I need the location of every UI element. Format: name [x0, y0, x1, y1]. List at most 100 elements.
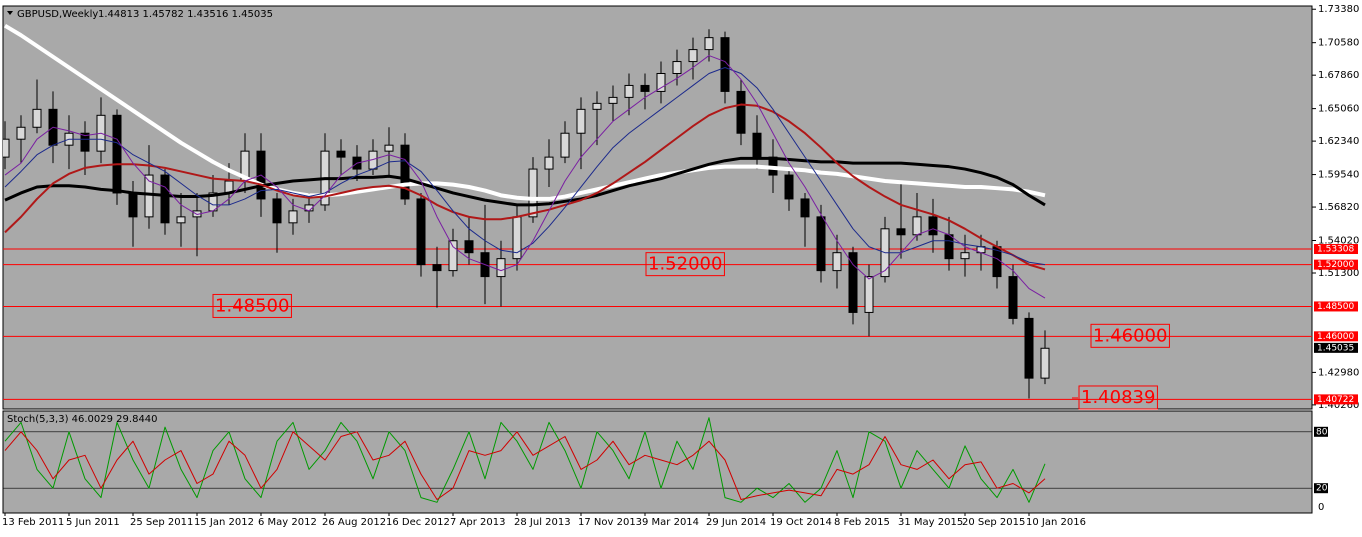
x-tick-label: 13 Feb 2011	[2, 517, 64, 528]
y-tick-label: 1.42980	[1318, 367, 1359, 378]
x-tick-label: 7 Apr 2013	[450, 517, 505, 528]
moving-average	[4, 156, 1046, 207]
x-tick-label: 6 May 2012	[258, 517, 317, 528]
x-tick-label: 25 Sep 2011	[130, 517, 193, 528]
x-tick-label: 19 Oct 2014	[770, 517, 832, 528]
candle-body	[160, 174, 170, 224]
x-tick-label: 5 Jun 2011	[66, 517, 120, 528]
candle-body	[432, 264, 442, 272]
y-tick-label: 1.40260	[1318, 400, 1359, 411]
x-tick-label: 31 May 2015	[898, 517, 963, 528]
level-price-label: 1.53308	[1317, 245, 1354, 255]
candle-body	[784, 174, 794, 200]
candle-body	[416, 198, 426, 266]
level-price-box	[1314, 394, 1358, 405]
candle-body	[112, 114, 122, 194]
x-tick-label: 16 Dec 2012	[386, 517, 450, 528]
moving-average	[4, 55, 1046, 299]
stoch-tick-label: 20	[1316, 484, 1328, 494]
overlay: 1.73380 1.70580 1.67860 1.65060 1.62340 1.595…	[2, 4, 1359, 528]
x-tick-label: 26 Aug 2012	[322, 517, 386, 528]
moving-average	[4, 103, 1046, 271]
main-plot	[3, 23, 1312, 400]
annotation-label: 1.46000	[1093, 325, 1167, 346]
y-tick-label: 1.59540	[1318, 170, 1359, 181]
x-tick-label: 20 Sep 2015	[962, 517, 1025, 528]
level-price-box	[1314, 331, 1358, 342]
y-tick-label: 1.51300	[1318, 268, 1359, 279]
candle-body	[688, 49, 698, 63]
candle-body	[656, 72, 666, 92]
candle-body	[528, 168, 538, 218]
y-tick-label: 1.70580	[1318, 38, 1359, 49]
y-tick-label: 1.54020	[1318, 236, 1359, 247]
candle-body	[960, 252, 970, 260]
candle-body	[912, 216, 922, 236]
annotation-label: 1.48500	[215, 295, 289, 316]
candle-body	[832, 252, 842, 272]
stoch-plot	[3, 417, 1312, 503]
y-tick-label: 1.73380	[1318, 4, 1359, 15]
last-price-label: 1.45035	[1317, 343, 1354, 353]
candle-body	[928, 216, 938, 236]
y-tick-label: 1.65060	[1318, 104, 1359, 115]
collapse-icon[interactable]	[7, 11, 13, 15]
candle-body	[896, 228, 906, 236]
x-tick-label: 9 Mar 2014	[642, 517, 699, 528]
y-tick-label: 1.62340	[1318, 136, 1359, 147]
candle-body	[3, 138, 10, 158]
annotation-box	[212, 293, 292, 318]
level-price-box	[1314, 259, 1358, 270]
candle-body	[1040, 347, 1050, 379]
stoch-tick-label: 0	[1318, 502, 1324, 513]
candle-body	[720, 37, 730, 92]
candle-body	[272, 198, 282, 224]
candle-body	[16, 126, 26, 140]
candle-body	[400, 144, 410, 200]
candle-body	[336, 150, 346, 158]
stoch-line	[4, 417, 1046, 503]
y-tick-label: 1.67860	[1318, 70, 1359, 81]
candle-body	[704, 37, 714, 51]
candle-body	[592, 102, 602, 110]
annotation-label: 1.40839	[1081, 387, 1155, 408]
chart-title: GBPUSD,Weekly	[17, 9, 98, 20]
annotation-box	[1090, 323, 1170, 348]
candle-body	[176, 216, 186, 224]
candle-body	[32, 108, 42, 128]
candle-body	[944, 234, 954, 260]
annotation-label: 1.52000	[648, 254, 722, 275]
indicator-title: Stoch(5,3,3) 46.0029 29.8440	[7, 414, 158, 425]
candle-body	[288, 210, 298, 224]
x-tick-label: 29 Jun 2014	[706, 517, 766, 528]
candle-body	[672, 61, 682, 74]
candle-body	[816, 216, 826, 272]
x-tick-label: 15 Jan 2012	[194, 517, 254, 528]
candle-body	[80, 132, 90, 152]
candle-body	[128, 192, 138, 218]
level-price-label: 1.48500	[1317, 302, 1354, 312]
candle-body	[448, 240, 458, 272]
stoch-tick-box	[1314, 483, 1328, 494]
candle-body	[1008, 276, 1018, 319]
ohlc-text: 1.44813 1.45782 1.43516 1.45035	[98, 9, 273, 20]
stoch-panel	[2, 410, 1313, 514]
level-price-label: 1.40722	[1317, 395, 1354, 405]
candle-body	[1024, 317, 1034, 379]
x-tick-label: 10 Jan 2016	[1026, 517, 1086, 528]
level-price-box	[1314, 301, 1358, 312]
stoch-line	[4, 431, 1046, 500]
candle-body	[800, 198, 810, 218]
level-price-box	[1314, 244, 1358, 255]
stoch-tick-box	[1314, 426, 1328, 437]
moving-average	[4, 67, 1046, 266]
candle-body	[464, 240, 474, 254]
level-price-label: 1.46000	[1317, 332, 1354, 342]
candle-body	[848, 252, 858, 313]
level-price-label: 1.52000	[1317, 260, 1354, 270]
candle-body	[576, 108, 586, 134]
candle-body	[752, 132, 762, 158]
last-price-box	[1314, 342, 1358, 353]
candle-body	[864, 276, 874, 313]
